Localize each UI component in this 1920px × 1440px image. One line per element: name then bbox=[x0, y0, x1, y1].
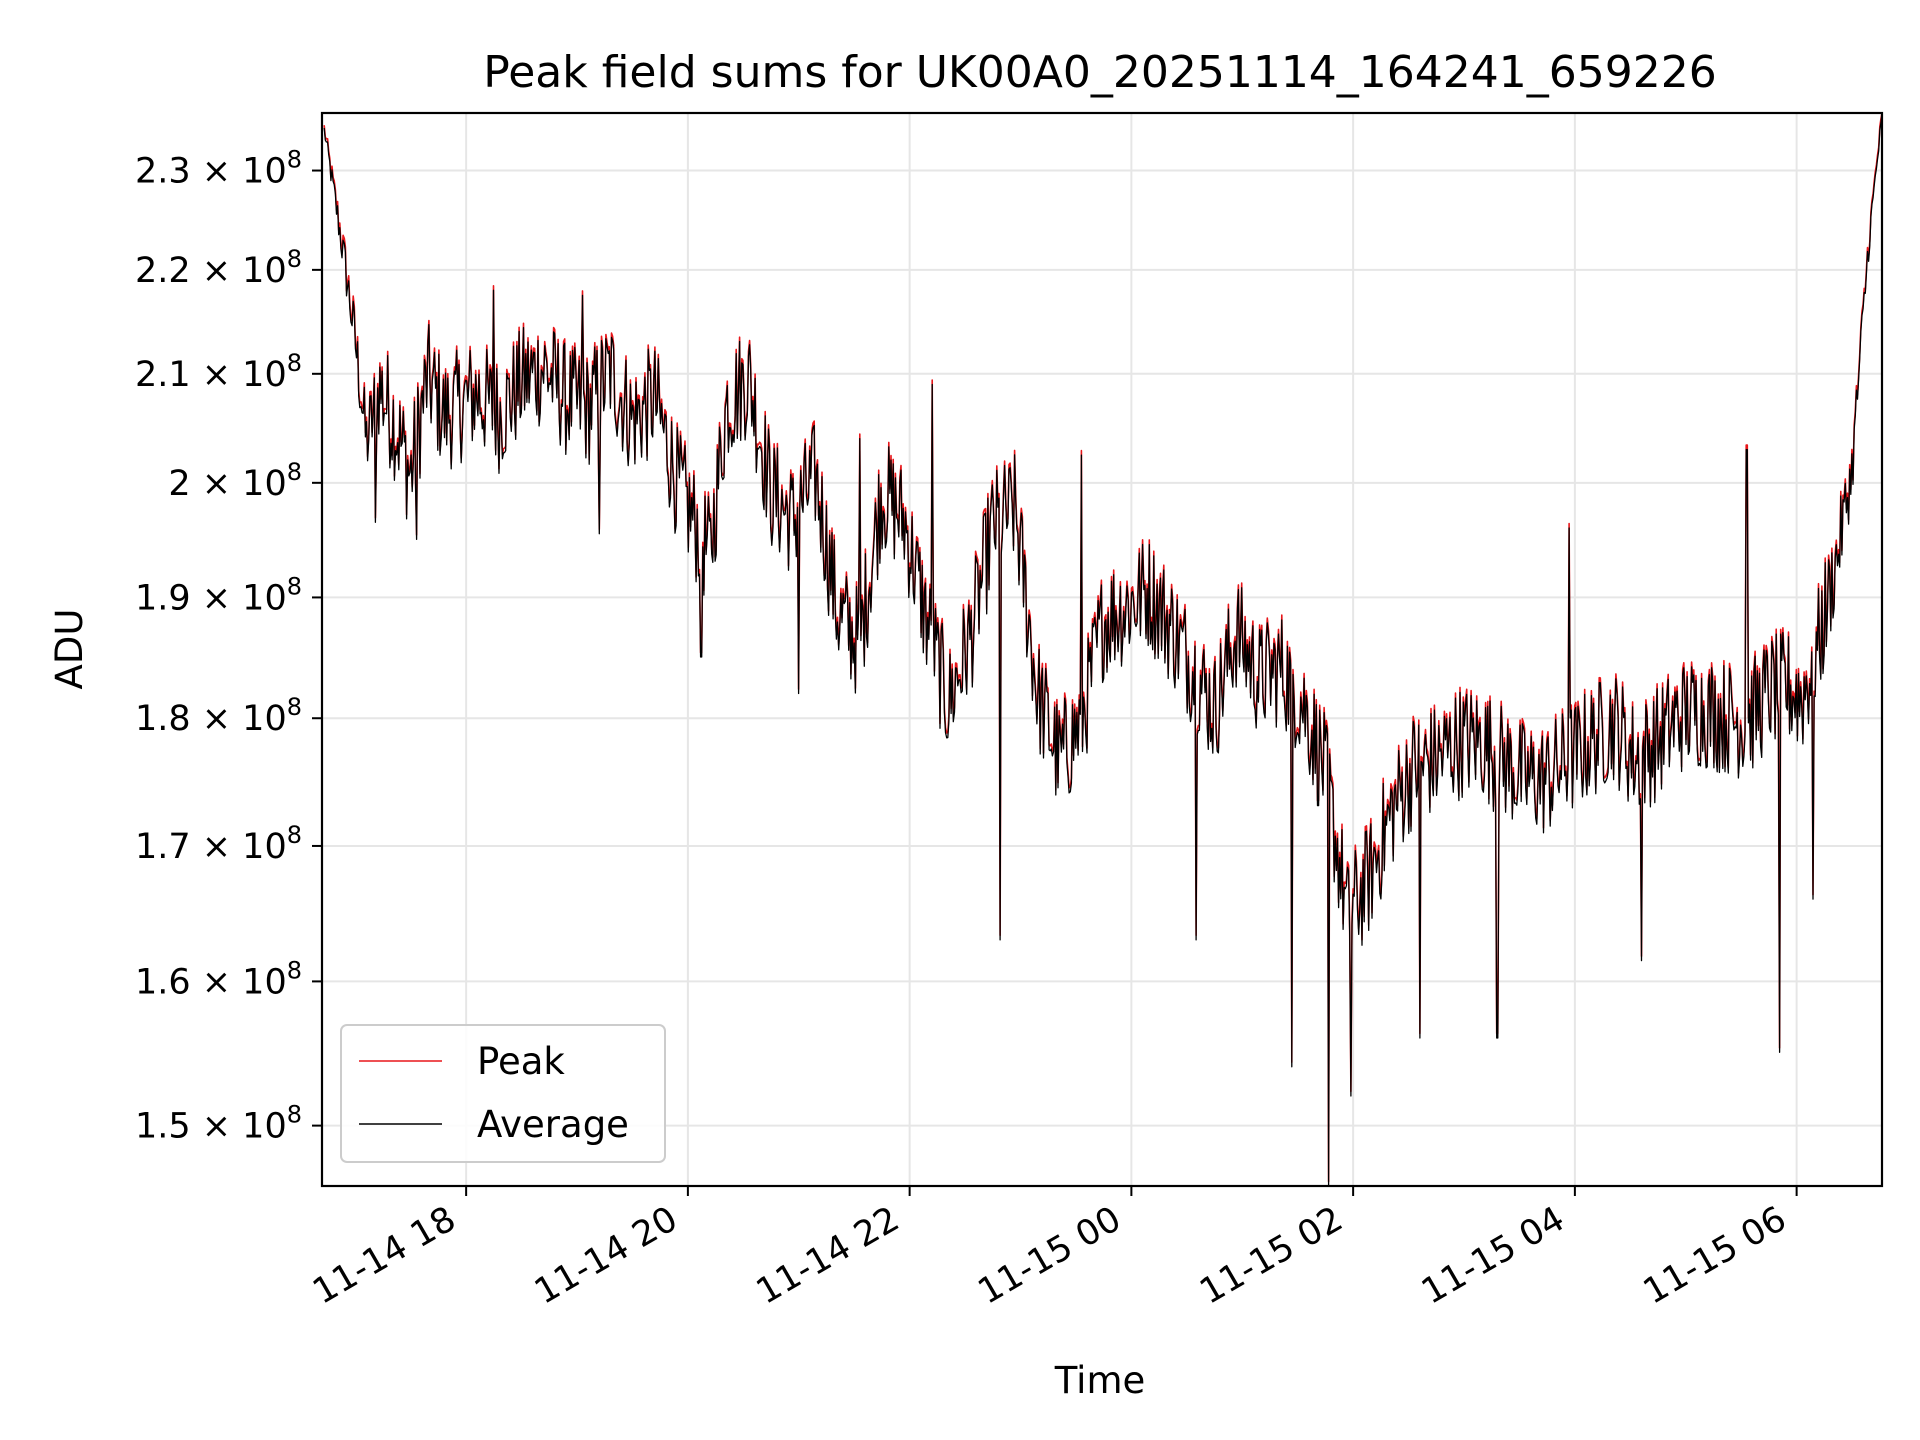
plot-area-frame bbox=[320, 111, 1884, 1188]
y-tick-label: 1.7 × 108 bbox=[135, 821, 302, 867]
legend: Peak Average bbox=[340, 1024, 666, 1163]
y-tick-label: 1.5 × 108 bbox=[135, 1101, 302, 1147]
y-tick-label: 2.1 × 108 bbox=[135, 349, 302, 395]
y-axis-title: ADU bbox=[48, 609, 91, 690]
y-tick-label: 1.9 × 108 bbox=[135, 572, 302, 618]
series-line-average bbox=[323, 113, 1883, 1187]
y-tick-label: 2.3 × 108 bbox=[135, 146, 302, 192]
y-tick-label: 2.2 × 108 bbox=[135, 245, 302, 291]
series-layer bbox=[323, 112, 1883, 1187]
legend-label-average: Average bbox=[477, 1103, 629, 1146]
x-axis-title: Time bbox=[1054, 1359, 1146, 1402]
y-tick-label: 1.8 × 108 bbox=[135, 693, 302, 739]
chart-title: Peak field sums for UK00A0_20251114_1642… bbox=[483, 47, 1716, 98]
legend-label-peak: Peak bbox=[477, 1040, 565, 1083]
legend-box bbox=[340, 1024, 666, 1163]
y-tick-label: 2 × 108 bbox=[168, 458, 302, 504]
y-tick-label: 1.6 × 108 bbox=[135, 956, 302, 1002]
